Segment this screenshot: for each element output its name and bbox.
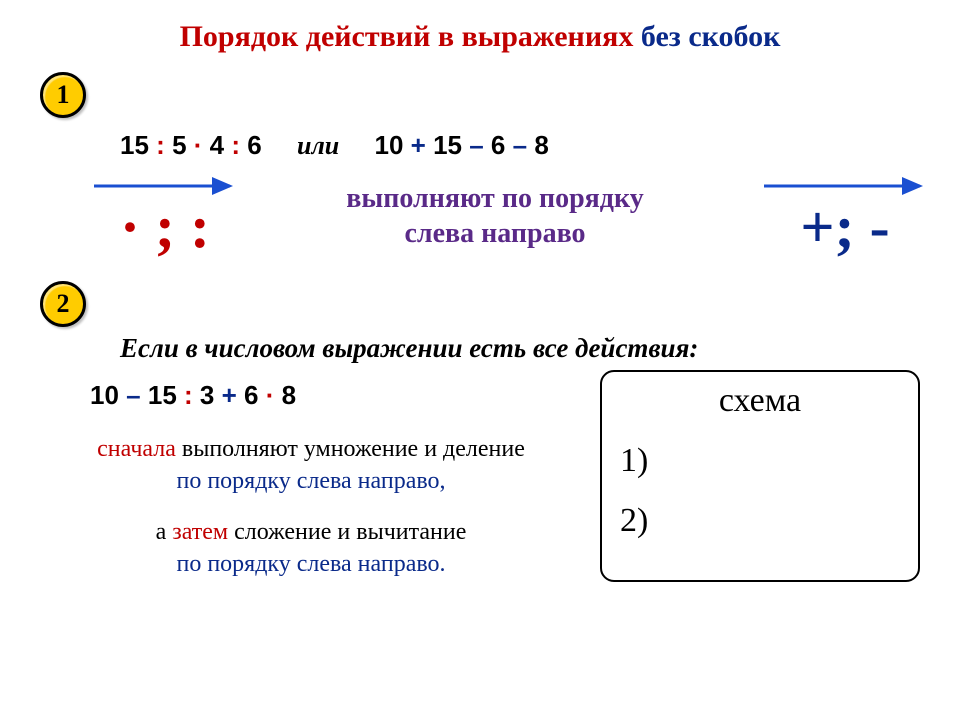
n: 4 xyxy=(210,130,224,160)
arrow-icon xyxy=(90,175,240,197)
paragraph-2: а затем сложение и вычитание по порядку … xyxy=(30,516,592,581)
ops-text: +; - xyxy=(760,197,930,257)
op: : xyxy=(184,380,193,410)
scheme-item-1: 1) xyxy=(620,442,900,480)
paragraph-1: сначала выполняют умножение и деление по… xyxy=(30,433,592,498)
op: + xyxy=(222,380,237,410)
p2-b: затем xyxy=(172,519,228,545)
op: – xyxy=(469,130,483,160)
section-2-intro: Если в числовом выражении есть все дейст… xyxy=(120,333,930,364)
p1-b: выполняют умножение и деление xyxy=(182,436,525,462)
n: 5 xyxy=(172,130,186,160)
ops-text: · ; : xyxy=(90,197,240,257)
expression-2: 10 – 15 : 3 + 6 · 8 xyxy=(90,380,592,411)
n: 8 xyxy=(534,130,548,160)
op: – xyxy=(513,130,527,160)
n: 10 xyxy=(90,380,119,410)
ops-mult-div: · ; : xyxy=(90,175,240,257)
p2-a: а xyxy=(156,519,167,545)
section-2-left: 10 – 15 : 3 + 6 · 8 сначала выполняют ум… xyxy=(30,380,600,599)
n: 8 xyxy=(282,380,296,410)
p1-a: сначала xyxy=(97,436,176,462)
n: 3 xyxy=(200,380,214,410)
page-title: Порядок действий в выражениях без скобок xyxy=(30,20,930,54)
n: 6 xyxy=(491,130,505,160)
n: 10 xyxy=(374,130,403,160)
rule-text: выполняют по порядку слева направо xyxy=(244,181,746,251)
ops-add-sub: +; - xyxy=(760,175,930,257)
badge-1: 1 xyxy=(40,72,86,118)
scheme-title: схема xyxy=(620,382,900,420)
p1-c: по порядку слева направо xyxy=(176,468,439,494)
scheme-item-2: 2) xyxy=(620,502,900,540)
op: + xyxy=(411,130,426,160)
n: 6 xyxy=(247,130,261,160)
section-2: 2 Если в числовом выражении есть все дей… xyxy=(30,281,930,599)
n: 15 xyxy=(148,380,177,410)
expression-line-1: 15 : 5 · 4 : 6 или 10 + 15 – 6 – 8 xyxy=(120,130,930,161)
n: 15 xyxy=(120,130,149,160)
title-part-b: без скобок xyxy=(641,20,781,53)
op: · xyxy=(194,130,203,160)
title-part-a: Порядок действий в выражениях xyxy=(180,20,634,53)
badge-2: 2 xyxy=(40,281,86,327)
section-1: 1 15 : 5 · 4 : 6 или 10 + 15 – 6 – 8 · ;… xyxy=(30,72,930,257)
op: – xyxy=(126,380,140,410)
rule-row: · ; : выполняют по порядку слева направо… xyxy=(30,175,930,257)
n: 15 xyxy=(433,130,462,160)
p2-c: сложение и вычитание xyxy=(234,519,466,545)
or-text: или xyxy=(297,131,339,160)
section-2-body: 10 – 15 : 3 + 6 · 8 сначала выполняют ум… xyxy=(30,380,930,599)
p2-d: по порядку слева направо xyxy=(176,551,439,577)
scheme-box: схема 1) 2) xyxy=(600,370,920,582)
op: : xyxy=(156,130,165,160)
n: 6 xyxy=(244,380,258,410)
rule-line-2: слева направо xyxy=(404,218,585,249)
op: : xyxy=(231,130,240,160)
arrow-icon xyxy=(760,175,930,197)
op: · xyxy=(266,380,275,410)
rule-line-1: выполняют по порядку xyxy=(346,183,643,214)
